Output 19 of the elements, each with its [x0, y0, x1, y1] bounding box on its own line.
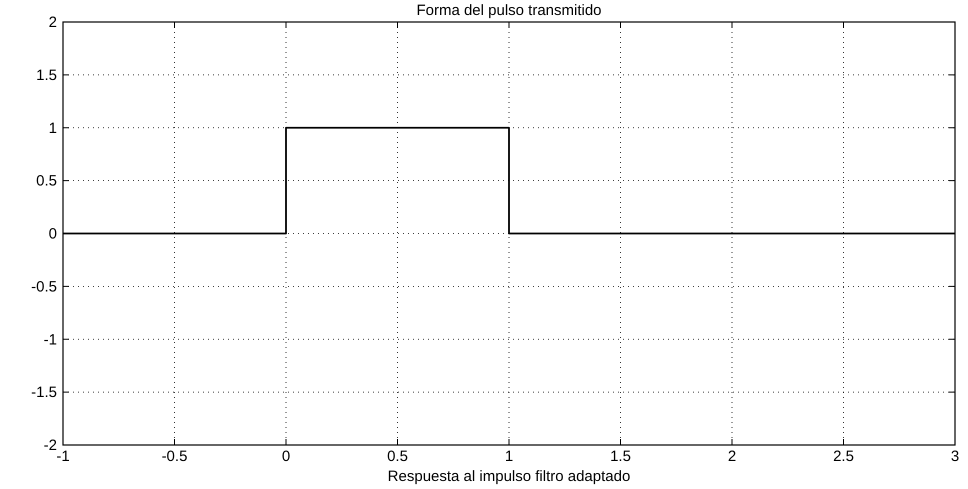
chart-title: Forma del pulso transmitido — [416, 2, 602, 19]
x-tick-label: 0.5 — [387, 448, 408, 465]
x-tick-label: 3 — [950, 448, 960, 465]
y-tick-label: -2 — [44, 437, 57, 454]
x-tick-label: 1.5 — [610, 448, 631, 465]
y-tick-label: 1.5 — [36, 66, 57, 84]
y-tick-label: -1.5 — [31, 384, 57, 402]
x-tick-label: 2 — [728, 448, 736, 465]
x-tick-label: 0 — [282, 448, 290, 465]
x-tick-label: 2.5 — [833, 448, 854, 465]
x-tick-label: 1 — [504, 448, 514, 465]
y-tick-label: -0.5 — [31, 278, 57, 296]
y-tick-label: 0 — [48, 226, 57, 242]
y-tick-label: 1 — [48, 120, 57, 137]
x-tick-label: -0.5 — [162, 448, 188, 465]
y-tick-label: -1 — [44, 331, 57, 348]
x-axis-title: Respuesta al impulso filtro adaptado — [388, 468, 630, 485]
y-tick-label: 2 — [48, 14, 57, 31]
y-tick-label: 0.5 — [36, 172, 57, 190]
